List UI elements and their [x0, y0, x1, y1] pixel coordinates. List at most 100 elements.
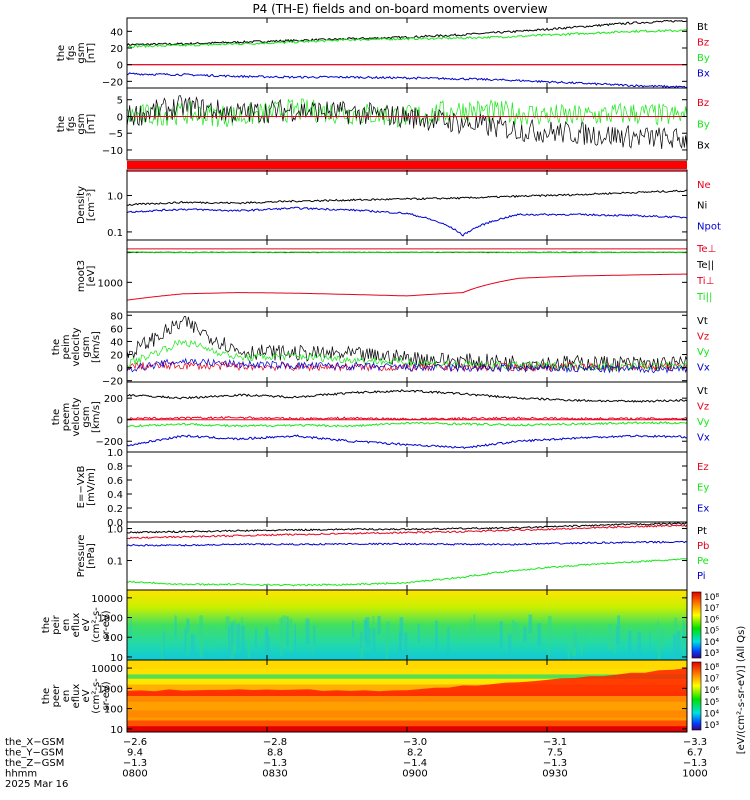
series-Pb — [126, 524, 688, 540]
spectrogram-streak — [649, 630, 651, 650]
x-tick-value: 0930 — [542, 769, 567, 780]
x-row-label: 2025 Mar 16 — [5, 779, 68, 790]
panel-density: Ne Ni Npot 1.0 0.1 Density [cm⁻³] — [76, 169, 721, 241]
spectrogram-streak — [417, 623, 420, 642]
panel-efield: Ez Ey Ex 1.0 0.8 0.6 0.4 0.2 0.0 E=−VxB [mV/m] — [76, 448, 709, 529]
series-Pe — [126, 558, 688, 587]
spectrogram-band — [127, 674, 687, 680]
x-tick-value: 0830 — [262, 769, 287, 780]
spectrogram-streak — [637, 632, 642, 662]
x-tick-value: 6.7 — [687, 748, 703, 759]
y-tick-label: 10 — [110, 653, 123, 664]
spectrogram-streak — [404, 632, 408, 663]
x-tick-value: 7.5 — [547, 748, 563, 759]
x-row-label: the_Y−GSM — [5, 748, 64, 759]
legend-entry: Bz — [697, 38, 709, 49]
series-Vy — [126, 339, 688, 372]
spectrogram-streak — [674, 617, 677, 636]
spectrogram-streak — [130, 618, 132, 642]
legend-entry: Bx — [697, 141, 710, 152]
legend-entry: Ne — [697, 180, 711, 191]
spectrogram-band — [127, 684, 687, 693]
y-tick-label: 200 — [104, 394, 123, 405]
spectrogram-streak — [232, 620, 236, 655]
y-tick-label: 20 — [110, 44, 123, 55]
spectrogram-streak — [385, 629, 388, 660]
y-tick-label: 1.0 — [107, 448, 123, 459]
spectrogram-streak — [225, 616, 230, 648]
spectrogram-streak — [254, 628, 257, 649]
y-axis-label-line: peer — [51, 684, 62, 708]
legend-entry: Ti|| — [696, 292, 712, 303]
spectrogram-streak — [369, 628, 371, 646]
spectrogram-streak — [372, 615, 375, 641]
spectrogram-streak — [682, 620, 685, 644]
y-axis-label-line: eV — [81, 689, 92, 702]
x-tick-value: −1.3 — [543, 758, 567, 769]
spectrogram-band — [127, 720, 687, 727]
x-tick-value: 1000 — [682, 769, 707, 780]
panel-frame — [126, 451, 688, 523]
y-axis-label-line: eflux — [71, 684, 82, 709]
y-axis-label-line: peir — [51, 614, 62, 634]
y-tick-label: −200 — [96, 437, 123, 448]
x-tick-value: −2.8 — [263, 737, 287, 748]
spectrogram-streak — [608, 623, 613, 650]
y-tick-label: 0 — [117, 61, 123, 72]
y-tick-label: 80 — [110, 311, 123, 322]
y-axis-label-line: velocity — [71, 397, 82, 436]
legend-entry: Vz — [697, 332, 709, 343]
series-By — [126, 29, 688, 48]
spectrogram-streak — [537, 622, 542, 646]
legend-entry: Pb — [697, 541, 709, 552]
y-axis-label: the peir en eflux eV (cm²-s-sr-eV) — [41, 607, 112, 643]
colorbar-tick-label: 10³ — [704, 721, 719, 731]
y-axis-label-line: velocity — [71, 327, 82, 366]
y-axis-label-line: fgs — [66, 116, 77, 131]
spectrogram-streak — [313, 626, 316, 646]
y-tick-label: 0.1 — [107, 228, 123, 239]
spectrogram-streak — [473, 614, 476, 641]
y-axis-label: moot3 [eV] — [76, 260, 97, 292]
series-Pi — [126, 540, 688, 547]
spectrogram-hot-region — [127, 668, 687, 696]
spectrogram-streak — [523, 626, 527, 642]
y-axis-label-line: gsm — [76, 113, 87, 134]
spectrogram-streak — [241, 617, 243, 634]
spectrogram-streak — [289, 618, 293, 652]
x-tick-value: 0800 — [122, 769, 147, 780]
y-tick-label: 0.2 — [107, 504, 123, 515]
panel-frame — [126, 311, 688, 383]
spectrogram-streak — [365, 617, 370, 648]
spectrogram-streak — [280, 632, 283, 657]
y-axis-label-line: [mV/m] — [86, 468, 97, 506]
y-axis-label: the fgs gsm [nT] — [56, 42, 97, 63]
spectrogram-streak — [174, 615, 177, 639]
x-tick-value: −3.3 — [683, 737, 707, 748]
y-axis-label: the fgs gsm [nT] — [56, 113, 97, 134]
spectrogram-streak — [628, 630, 632, 654]
colorbar-tick-label: 10⁷ — [704, 604, 719, 614]
series-Vt — [126, 316, 688, 373]
spectrogram-streak — [199, 615, 203, 651]
y-axis-label: Density [cm⁻³] — [76, 186, 97, 224]
panel-frame — [126, 169, 688, 241]
series-Vy — [126, 421, 688, 428]
spectrogram-streak — [186, 624, 189, 656]
y-axis-label-line: E=−VxB — [76, 466, 87, 509]
y-tick-label: 40 — [110, 27, 123, 38]
y-axis-label: Pressure [nPa] — [76, 535, 97, 578]
legend-entry: Ez — [697, 462, 709, 473]
legend-entry: Pt — [697, 526, 707, 537]
series-Ni — [126, 189, 688, 206]
y-axis-label-line: en — [61, 619, 72, 632]
spectrogram-streak — [209, 626, 211, 650]
legend-entry: Vz — [697, 402, 709, 413]
legend-entry: By — [697, 119, 710, 130]
y-tick-label: 1000 — [98, 278, 123, 289]
spectrogram-streak — [163, 633, 165, 656]
spectrogram-streak — [283, 615, 287, 649]
